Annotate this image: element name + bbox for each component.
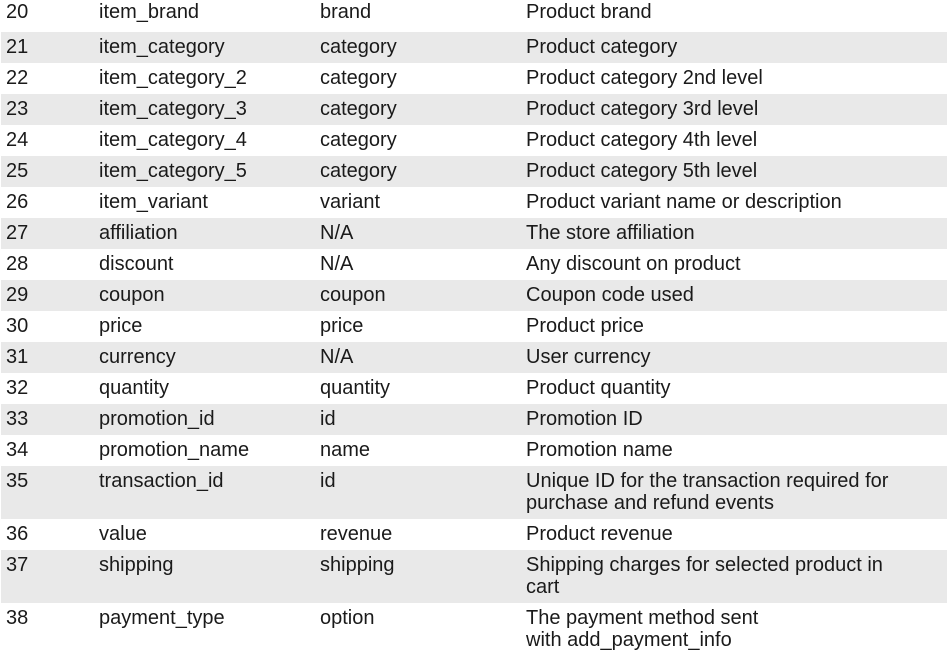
mapped-field-cell: option: [315, 603, 521, 656]
table-row: 28 discount N/A Any discount on product: [1, 249, 947, 280]
table-row: 31 currency N/A User currency: [1, 342, 947, 373]
table-row: 20 item_brand brand Product brand: [1, 0, 947, 32]
parameter-name-cell: value: [94, 519, 315, 550]
mapped-field-cell: N/A: [315, 342, 521, 373]
description-cell: Product variant name or description: [521, 187, 947, 218]
parameter-name-cell: item_category_4: [94, 125, 315, 156]
description-cell: Coupon code used: [521, 280, 947, 311]
description-cell: Product brand: [521, 0, 947, 32]
mapped-field-cell: price: [315, 311, 521, 342]
table-row: 24 item_category_4 category Product categor…: [1, 125, 947, 156]
table-row: 29 coupon coupon Coupon code used: [1, 280, 947, 311]
description-cell: User currency: [521, 342, 947, 373]
row-number-cell: 20: [1, 0, 94, 32]
mapped-field-cell: revenue: [315, 519, 521, 550]
row-number-cell: 31: [1, 342, 94, 373]
mapped-field-cell: category: [315, 156, 521, 187]
table-row: 33 promotion_id id Promotion ID: [1, 404, 947, 435]
description-cell: Product category 3rd level: [521, 94, 947, 125]
row-number-cell: 28: [1, 249, 94, 280]
table-row: 26 item_variant variant Product variant nam…: [1, 187, 947, 218]
mapped-field-cell: shipping: [315, 550, 521, 603]
description-cell: Product category 2nd level: [521, 63, 947, 94]
mapped-field-cell: id: [315, 466, 521, 519]
parameter-name-cell: discount: [94, 249, 315, 280]
description-cell: Product price: [521, 311, 947, 342]
mapped-field-cell: brand: [315, 0, 521, 32]
row-number-cell: 27: [1, 218, 94, 249]
mapped-field-cell: quantity: [315, 373, 521, 404]
description-cell: Promotion name: [521, 435, 947, 466]
description-cell: The store affiliation: [521, 218, 947, 249]
mapped-field-cell: variant: [315, 187, 521, 218]
mapped-field-cell: coupon: [315, 280, 521, 311]
row-number-cell: 33: [1, 404, 94, 435]
row-number-cell: 38: [1, 603, 94, 656]
parameter-name-cell: coupon: [94, 280, 315, 311]
mapped-field-cell: category: [315, 63, 521, 94]
parameter-name-cell: item_category_2: [94, 63, 315, 94]
description-cell: Unique ID for the transaction required f…: [521, 466, 947, 519]
parameter-name-cell: quantity: [94, 373, 315, 404]
description-cell: Product category 5th level: [521, 156, 947, 187]
table-row: 34 promotion_name name Promotion name: [1, 435, 947, 466]
row-number-cell: 30: [1, 311, 94, 342]
description-cell: Promotion ID: [521, 404, 947, 435]
parameter-name-cell: item_category_5: [94, 156, 315, 187]
parameter-name-cell: shipping: [94, 550, 315, 603]
row-number-cell: 36: [1, 519, 94, 550]
mapped-field-cell: category: [315, 94, 521, 125]
parameter-name-cell: promotion_name: [94, 435, 315, 466]
parameter-name-cell: item_brand: [94, 0, 315, 32]
table-row: 35 transaction_id id Unique ID for the tran…: [1, 466, 947, 519]
description-cell: Product revenue: [521, 519, 947, 550]
mapped-field-cell: N/A: [315, 249, 521, 280]
table-row: 32 quantity quantity Product quantity: [1, 373, 947, 404]
table-row: 22 item_category_2 category Product categor…: [1, 63, 947, 94]
table-row: 25 item_category_5 category Product categor…: [1, 156, 947, 187]
table-row: 30 price price Product price: [1, 311, 947, 342]
mapped-field-cell: N/A: [315, 218, 521, 249]
table-row: 21 item_category category Product category: [1, 32, 947, 63]
parameter-name-cell: transaction_id: [94, 466, 315, 519]
parameter-name-cell: currency: [94, 342, 315, 373]
row-number-cell: 37: [1, 550, 94, 603]
row-number-cell: 24: [1, 125, 94, 156]
table-row: 38 payment_type option The payment method s…: [1, 603, 947, 656]
mapped-field-cell: id: [315, 404, 521, 435]
row-number-cell: 23: [1, 94, 94, 125]
mapped-field-cell: category: [315, 125, 521, 156]
description-cell: Shipping charges for selected product in…: [521, 550, 947, 603]
parameter-name-cell: item_category: [94, 32, 315, 63]
parameter-name-cell: item_category_3: [94, 94, 315, 125]
row-number-cell: 34: [1, 435, 94, 466]
description-cell: Product category: [521, 32, 947, 63]
description-cell: Product category 4th level: [521, 125, 947, 156]
table-row: 37 shipping shipping Shipping charges for s…: [1, 550, 947, 603]
mapped-field-cell: category: [315, 32, 521, 63]
row-number-cell: 26: [1, 187, 94, 218]
description-cell: The payment method sent with add_payment_…: [521, 603, 947, 656]
row-number-cell: 25: [1, 156, 94, 187]
table-row: 23 item_category_3 category Product categor…: [1, 94, 947, 125]
row-number-cell: 29: [1, 280, 94, 311]
table-row: 27 affiliation N/A The store affiliation: [1, 218, 947, 249]
mapped-field-cell: name: [315, 435, 521, 466]
description-cell: Any discount on product: [521, 249, 947, 280]
row-number-cell: 21: [1, 32, 94, 63]
parameter-name-cell: payment_type: [94, 603, 315, 656]
parameter-name-cell: affiliation: [94, 218, 315, 249]
parameter-name-cell: item_variant: [94, 187, 315, 218]
table-row: 36 value revenue Product revenue: [1, 519, 947, 550]
parameter-name-cell: promotion_id: [94, 404, 315, 435]
row-number-cell: 22: [1, 63, 94, 94]
parameter-name-cell: price: [94, 311, 315, 342]
description-cell: Product quantity: [521, 373, 947, 404]
row-number-cell: 35: [1, 466, 94, 519]
row-number-cell: 32: [1, 373, 94, 404]
